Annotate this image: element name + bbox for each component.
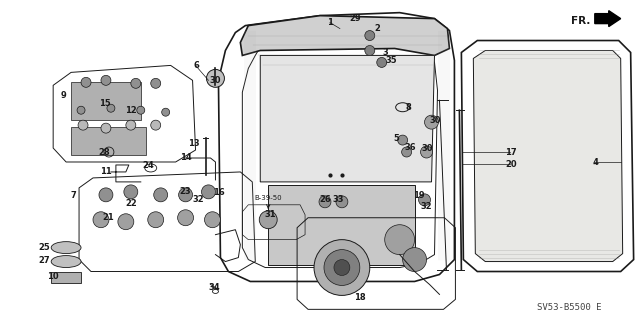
Polygon shape: [268, 185, 415, 264]
Bar: [51, 271, 81, 284]
Text: 29: 29: [349, 14, 361, 23]
Circle shape: [334, 260, 350, 276]
Polygon shape: [474, 50, 623, 262]
Text: 33: 33: [332, 195, 344, 204]
Circle shape: [77, 106, 85, 114]
Circle shape: [205, 212, 220, 228]
Text: 2: 2: [375, 24, 381, 33]
Circle shape: [151, 120, 161, 130]
Circle shape: [324, 249, 360, 286]
Text: 8: 8: [406, 103, 412, 112]
Circle shape: [403, 248, 426, 271]
Text: 34: 34: [209, 283, 220, 292]
FancyArrow shape: [595, 11, 621, 26]
Text: 30: 30: [429, 116, 441, 125]
Text: 19: 19: [413, 191, 424, 200]
Polygon shape: [260, 56, 435, 182]
Text: 32: 32: [420, 202, 433, 211]
Polygon shape: [241, 16, 449, 56]
Circle shape: [93, 212, 109, 228]
Text: 28: 28: [98, 147, 109, 157]
Circle shape: [148, 212, 164, 228]
Circle shape: [202, 185, 216, 199]
Text: 35: 35: [386, 56, 397, 65]
Text: 22: 22: [125, 199, 137, 208]
Circle shape: [259, 211, 277, 229]
Circle shape: [424, 115, 438, 129]
Circle shape: [207, 70, 225, 87]
Text: 7: 7: [70, 191, 76, 200]
Text: 12: 12: [125, 106, 137, 115]
Text: SV53-B5500 E: SV53-B5500 E: [537, 303, 601, 312]
Circle shape: [162, 108, 170, 116]
Circle shape: [336, 196, 348, 208]
Circle shape: [385, 225, 415, 255]
Text: 20: 20: [506, 160, 517, 169]
Text: 21: 21: [102, 213, 114, 222]
Text: 32: 32: [193, 195, 204, 204]
Text: 16: 16: [212, 188, 224, 197]
Circle shape: [107, 104, 115, 112]
Text: 36: 36: [404, 143, 417, 152]
Circle shape: [101, 123, 111, 133]
Circle shape: [137, 106, 145, 114]
Circle shape: [126, 120, 136, 130]
Circle shape: [420, 146, 433, 158]
Circle shape: [99, 188, 113, 202]
Text: 27: 27: [38, 256, 50, 265]
Circle shape: [319, 196, 331, 208]
Circle shape: [124, 185, 138, 199]
Circle shape: [419, 194, 431, 206]
Circle shape: [101, 75, 111, 85]
Text: 23: 23: [180, 187, 191, 197]
Text: 25: 25: [38, 243, 50, 252]
Ellipse shape: [51, 241, 81, 254]
Text: 11: 11: [100, 167, 112, 176]
Circle shape: [154, 188, 168, 202]
Circle shape: [151, 78, 161, 88]
Bar: [71, 82, 141, 120]
Text: 13: 13: [188, 138, 200, 148]
Text: 10: 10: [47, 272, 59, 281]
Circle shape: [365, 31, 375, 41]
Circle shape: [78, 120, 88, 130]
Text: 9: 9: [60, 91, 66, 100]
Circle shape: [365, 46, 375, 56]
Text: 5: 5: [394, 134, 399, 143]
Bar: [71, 127, 146, 155]
Text: 3: 3: [383, 48, 388, 57]
Text: 31: 31: [264, 210, 276, 219]
Circle shape: [178, 210, 193, 226]
Text: 18: 18: [354, 293, 365, 302]
Text: 6: 6: [194, 61, 200, 70]
Text: 17: 17: [506, 147, 517, 157]
Text: 26: 26: [319, 195, 331, 204]
Text: 30: 30: [210, 76, 221, 85]
Circle shape: [397, 135, 408, 145]
Text: 24: 24: [143, 161, 155, 170]
Ellipse shape: [51, 256, 81, 268]
Circle shape: [81, 78, 91, 87]
Circle shape: [179, 188, 193, 202]
Circle shape: [118, 214, 134, 230]
Text: 15: 15: [99, 99, 111, 108]
Circle shape: [377, 57, 387, 67]
Circle shape: [402, 147, 412, 157]
Text: 1: 1: [327, 18, 333, 27]
Text: 30: 30: [422, 144, 433, 152]
Text: 4: 4: [593, 159, 599, 167]
Text: 14: 14: [180, 152, 191, 161]
Circle shape: [314, 240, 370, 295]
Text: B-39-50: B-39-50: [255, 195, 282, 201]
Text: FR.: FR.: [572, 16, 591, 26]
Circle shape: [131, 78, 141, 88]
